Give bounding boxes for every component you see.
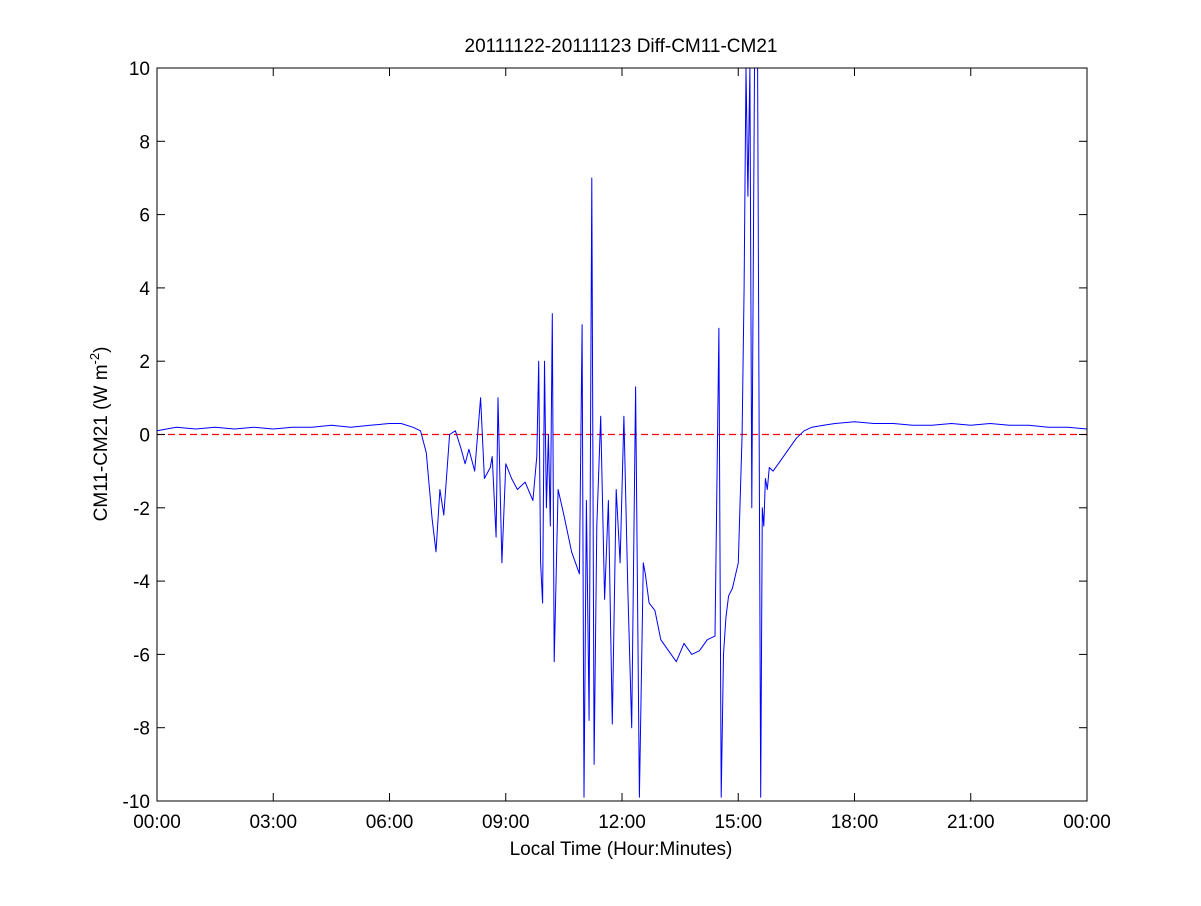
y-tick-label-7: 4 <box>139 279 150 300</box>
y-tick-label-6: 2 <box>139 352 150 373</box>
y-tick-label-0: -10 <box>123 792 150 813</box>
x-tick-label-8: 00:00 <box>1063 812 1111 833</box>
y-tick-label-4: -2 <box>133 499 150 520</box>
x-tick-label-0: 00:00 <box>133 812 181 833</box>
y-tick-label-9: 8 <box>139 132 150 153</box>
y-tick-label-10: 10 <box>129 59 150 80</box>
y-tick-label-5: 0 <box>139 426 150 447</box>
x-tick-label-5: 15:00 <box>714 812 762 833</box>
x-tick-label-7: 21:00 <box>947 812 995 833</box>
x-axis: 00:00 03:00 06:00 09:00 12:00 15:00 18:00 21:00… <box>133 68 1111 833</box>
series-line-0 <box>157 68 1087 798</box>
x-tick-label-1: 03:00 <box>249 812 297 833</box>
x-tick-label-2: 06:00 <box>366 812 414 833</box>
y-tick-label-2: -6 <box>133 645 150 666</box>
y-tick-label-8: 6 <box>139 206 150 227</box>
x-tick-label-4: 12:00 <box>598 812 646 833</box>
y-tick-label-1: -8 <box>133 719 150 740</box>
x-axis-title: Local Time (Hour:Minutes) <box>510 839 733 860</box>
y-tick-label-3: -4 <box>133 572 150 593</box>
y-axis-title-superscript: -2 <box>87 353 102 365</box>
y-axis-title-main: CM11-CM21 (W m <box>91 364 112 521</box>
y-axis-title: CM11-CM21 (W m-2) <box>87 347 112 522</box>
x-tick-label-6: 18:00 <box>831 812 879 833</box>
y-axis: -10 -8 -6 -4 -2 0 2 4 6 8 10 <box>123 59 1087 813</box>
x-tick-label-3: 09:00 <box>482 812 530 833</box>
chart-title: 20111122-20111123 Diff-CM11-CM21 <box>465 36 778 57</box>
y-axis-title-close: ) <box>91 347 112 353</box>
